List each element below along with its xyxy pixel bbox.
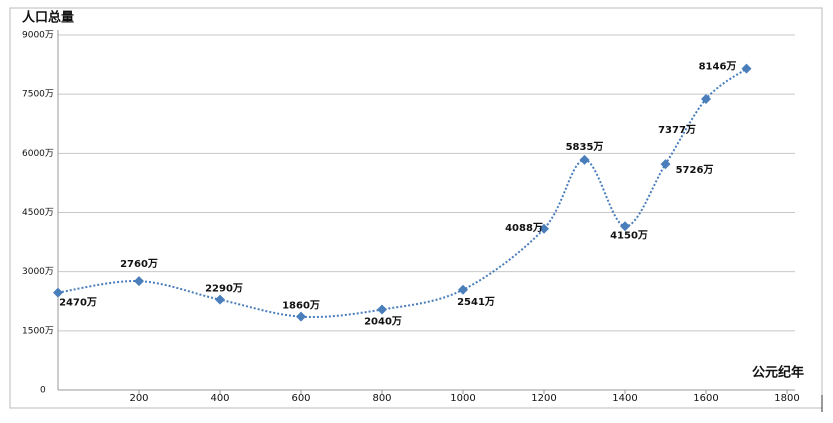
value-label: 2541万 (457, 296, 495, 308)
value-label: 2470万 (59, 297, 97, 309)
point (215, 294, 225, 305)
value-label: 4150万 (610, 229, 648, 241)
y-tick-label: 1500万 (22, 326, 54, 336)
point (458, 284, 468, 295)
point (53, 287, 63, 298)
point (377, 304, 387, 315)
value-label: 2040万 (364, 316, 402, 328)
y-tick-label: 0 (40, 386, 46, 396)
x-tick-label: 1600 (693, 393, 718, 404)
x-tick-label: 1400 (612, 393, 637, 404)
point (620, 221, 630, 232)
x-tick-label: 800 (372, 393, 391, 404)
value-label: 2760万 (120, 258, 158, 270)
value-label: 5726万 (676, 164, 714, 176)
point (579, 154, 590, 165)
series-line (57, 67, 748, 318)
y-tick-label: 4500万 (22, 208, 54, 218)
value-label: 7377万 (658, 124, 696, 136)
y-tick-label: 7500万 (22, 90, 54, 100)
value-label: 4088万 (505, 222, 543, 234)
x-tick-label: 1800 (774, 393, 799, 404)
x-tick-label: 1000 (450, 393, 475, 404)
y-tick-label: 9000万 (22, 31, 54, 41)
x-tick-label: 600 (291, 393, 310, 404)
value-label: 1860万 (282, 300, 320, 312)
frame (9, 7, 823, 409)
point (296, 311, 306, 322)
y-tick-label: 6000万 (22, 149, 54, 159)
x-tick-label: 1200 (531, 393, 556, 404)
x-tick-label: 200 (129, 393, 148, 404)
value-label: 8146万 (699, 61, 737, 73)
point (539, 223, 549, 234)
point (741, 63, 752, 74)
y-axis-title: 人口总量 (22, 10, 74, 26)
value-label: 2290万 (205, 283, 243, 295)
point (134, 276, 144, 287)
y-tick-label: 3000万 (22, 267, 54, 277)
x-tick-label: 400 (210, 393, 229, 404)
x-axis-title: 公元纪年 (752, 365, 804, 381)
point (660, 159, 671, 170)
point (701, 94, 711, 105)
value-label: 5835万 (566, 141, 604, 153)
